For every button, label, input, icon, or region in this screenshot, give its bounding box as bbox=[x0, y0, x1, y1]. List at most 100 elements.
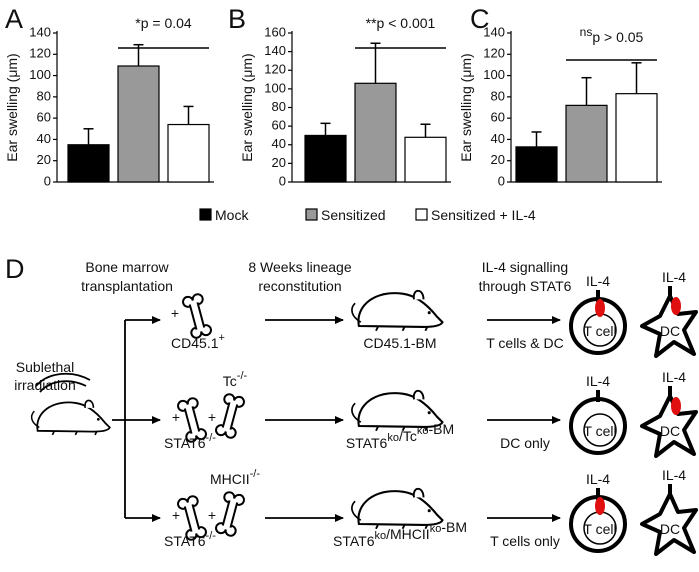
y-tick-label: 60 bbox=[272, 118, 286, 133]
cytokine: IL-4 bbox=[662, 269, 686, 285]
signal bbox=[595, 299, 605, 317]
plus-sign: + bbox=[208, 507, 216, 523]
bone-edge bbox=[221, 402, 239, 430]
significance-label: **p < 0.001 bbox=[366, 15, 436, 31]
y-tick-label: 20 bbox=[37, 152, 51, 167]
label: STAT6-/- bbox=[164, 432, 216, 451]
label: STAT6ko/Tcko-BM bbox=[346, 421, 454, 451]
bone-shaft bbox=[221, 497, 239, 531]
receptor bbox=[668, 286, 672, 298]
y-tick-label: 40 bbox=[491, 131, 505, 146]
y-tick-label: 0 bbox=[498, 173, 505, 188]
label: STAT6ko/MHCIIko-BM bbox=[333, 519, 467, 549]
column-header: 8 Weeks lineage bbox=[248, 259, 351, 275]
legend-label: Sensitized + IL-4 bbox=[431, 207, 536, 223]
bar bbox=[615, 93, 658, 183]
panel-label: C bbox=[470, 4, 490, 34]
bone-edge bbox=[221, 500, 239, 528]
t-cell-nucleus bbox=[583, 413, 617, 447]
bar bbox=[117, 65, 160, 183]
y-tick-label: 20 bbox=[491, 152, 505, 167]
plus-sign: + bbox=[172, 409, 180, 425]
mouse-eye bbox=[427, 509, 431, 513]
y-axis-label: Ear swelling (μm) bbox=[458, 53, 474, 161]
y-tick-label: 100 bbox=[264, 80, 286, 95]
bar bbox=[515, 146, 558, 183]
mouse-eye bbox=[427, 411, 431, 415]
cell-label: DC bbox=[660, 423, 680, 439]
mouse-body bbox=[357, 292, 444, 328]
mouse-leg bbox=[375, 524, 429, 530]
y-tick-label: 40 bbox=[37, 131, 51, 146]
mouse bbox=[351, 389, 444, 432]
cytokine: IL-4 bbox=[586, 373, 610, 389]
y-tick-label: 80 bbox=[491, 88, 505, 103]
label: CD45.1-BM bbox=[363, 335, 436, 351]
bar bbox=[67, 144, 110, 183]
mouse bbox=[30, 399, 111, 436]
significance-text: *p = 0.04 bbox=[135, 15, 192, 31]
bone bbox=[215, 393, 245, 439]
legend-label: Mock bbox=[215, 207, 249, 223]
bone bbox=[215, 491, 245, 537]
column-header: through STAT6 bbox=[479, 278, 572, 294]
legend-label: Sensitized bbox=[321, 207, 386, 223]
dendritic-cell bbox=[640, 294, 698, 358]
y-tick-label: 100 bbox=[29, 67, 51, 82]
mouse-body bbox=[357, 490, 444, 526]
label-sup: ko bbox=[417, 425, 429, 437]
bone-shaft bbox=[188, 299, 206, 333]
bone bbox=[177, 495, 207, 541]
receptor bbox=[596, 390, 600, 402]
bar bbox=[167, 123, 210, 183]
column-header: IL-4 signalling bbox=[482, 259, 568, 275]
outcome: T cells only bbox=[490, 533, 560, 549]
label-part: /MHCII bbox=[386, 526, 430, 542]
outcome: DC only bbox=[500, 435, 550, 451]
column-header: transplantation bbox=[81, 278, 173, 294]
legend-swatch bbox=[199, 208, 212, 221]
label-sup: ko bbox=[387, 432, 399, 444]
cytokine: IL-4 bbox=[662, 369, 686, 385]
dendritic-cell bbox=[640, 394, 698, 458]
mouse bbox=[351, 487, 444, 530]
cytokine: IL-4 bbox=[662, 467, 686, 483]
y-axis-label: Ear swelling (μm) bbox=[4, 53, 20, 161]
y-tick-label: 160 bbox=[264, 24, 286, 39]
label-part: /Tc bbox=[399, 428, 417, 444]
y-tick-label: 60 bbox=[491, 110, 505, 125]
mouse-tail bbox=[30, 410, 40, 429]
label-part: -BM bbox=[428, 421, 454, 437]
mouse-ear bbox=[412, 487, 425, 498]
bone bbox=[177, 397, 207, 443]
label-sup: ko bbox=[375, 530, 387, 542]
significance-text: **p < 0.001 bbox=[366, 15, 436, 31]
label: CD45.1+ bbox=[171, 332, 225, 351]
mouse-tail bbox=[351, 402, 362, 423]
label-part: STAT6 bbox=[164, 435, 206, 451]
label-part: CD45.1 bbox=[171, 335, 219, 351]
receptor bbox=[668, 484, 672, 496]
panel-label: A bbox=[5, 4, 23, 34]
significance-sup: ns bbox=[580, 25, 593, 39]
panel-label: D bbox=[5, 254, 25, 284]
label-sup: ko bbox=[430, 523, 442, 535]
y-tick-label: 140 bbox=[264, 43, 286, 58]
plus-sign: + bbox=[208, 409, 216, 425]
start-label: Sublethal bbox=[16, 359, 74, 375]
y-tick-label: 60 bbox=[37, 110, 51, 125]
y-tick-label: 140 bbox=[483, 24, 505, 39]
label-part: MHCII bbox=[210, 471, 250, 487]
significance-label: *p = 0.04 bbox=[135, 15, 192, 31]
cell-label: T cell bbox=[583, 521, 616, 537]
label: MHCII-/- bbox=[210, 468, 260, 487]
y-tick-label: 120 bbox=[29, 46, 51, 61]
y-tick-label: 80 bbox=[272, 99, 286, 114]
label-part: -BM bbox=[441, 519, 467, 535]
signal bbox=[671, 397, 681, 415]
mouse-body bbox=[36, 401, 111, 433]
y-tick-label: 140 bbox=[29, 24, 51, 39]
receptor bbox=[668, 386, 672, 398]
y-tick-label: 40 bbox=[272, 136, 286, 151]
mouse-ear bbox=[84, 399, 95, 408]
